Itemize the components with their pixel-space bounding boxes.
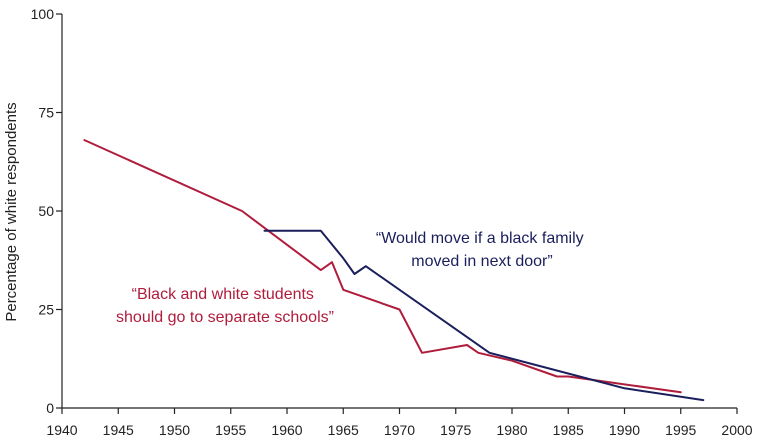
- annotation-separate-schools-line-1: “Black and white students: [132, 286, 314, 303]
- x-tick-label: 1955: [215, 422, 246, 438]
- x-tick-label: 2000: [721, 422, 752, 438]
- x-tick-label: 1990: [609, 422, 640, 438]
- x-tick-label: 1995: [665, 422, 696, 438]
- x-tick-label: 1945: [103, 422, 134, 438]
- x-tick-label: 1975: [440, 422, 471, 438]
- annotation-would-move-line-2: moved in next door”: [411, 253, 552, 270]
- annotation-separate-schools-line-2: should go to separate schools”: [116, 309, 334, 326]
- x-tick-label: 1980: [496, 422, 527, 438]
- annotation-would-move: “Would move if a black family moved in n…: [376, 230, 588, 270]
- y-tick-label: 100: [31, 6, 55, 22]
- y-tick-label: 0: [46, 400, 54, 416]
- annotation-separate-schools: “Black and white students should go to s…: [116, 286, 334, 326]
- y-tick-label: 50: [38, 203, 54, 219]
- y-tick-label: 25: [38, 302, 54, 318]
- y-axis-title: Percentage of white respondents: [3, 102, 20, 321]
- x-tick-label: 1960: [271, 422, 302, 438]
- x-tick-label: 1970: [384, 422, 415, 438]
- annotation-would-move-line-1: “Would move if a black family: [376, 230, 584, 247]
- y-tick-label: 75: [38, 105, 54, 121]
- x-tick-label: 1950: [159, 422, 190, 438]
- series-line-would-move: [263, 229, 705, 402]
- chart-series: [83, 139, 705, 402]
- x-tick-label: 1985: [553, 422, 584, 438]
- series-line-separate-schools: [83, 139, 682, 394]
- chart-axes: 0 25 50 75 100 1940 1945 1950 1955 1960 1965 1970 19…: [31, 6, 753, 438]
- x-tick-label: 1965: [328, 422, 359, 438]
- x-tick-label: 1940: [46, 422, 77, 438]
